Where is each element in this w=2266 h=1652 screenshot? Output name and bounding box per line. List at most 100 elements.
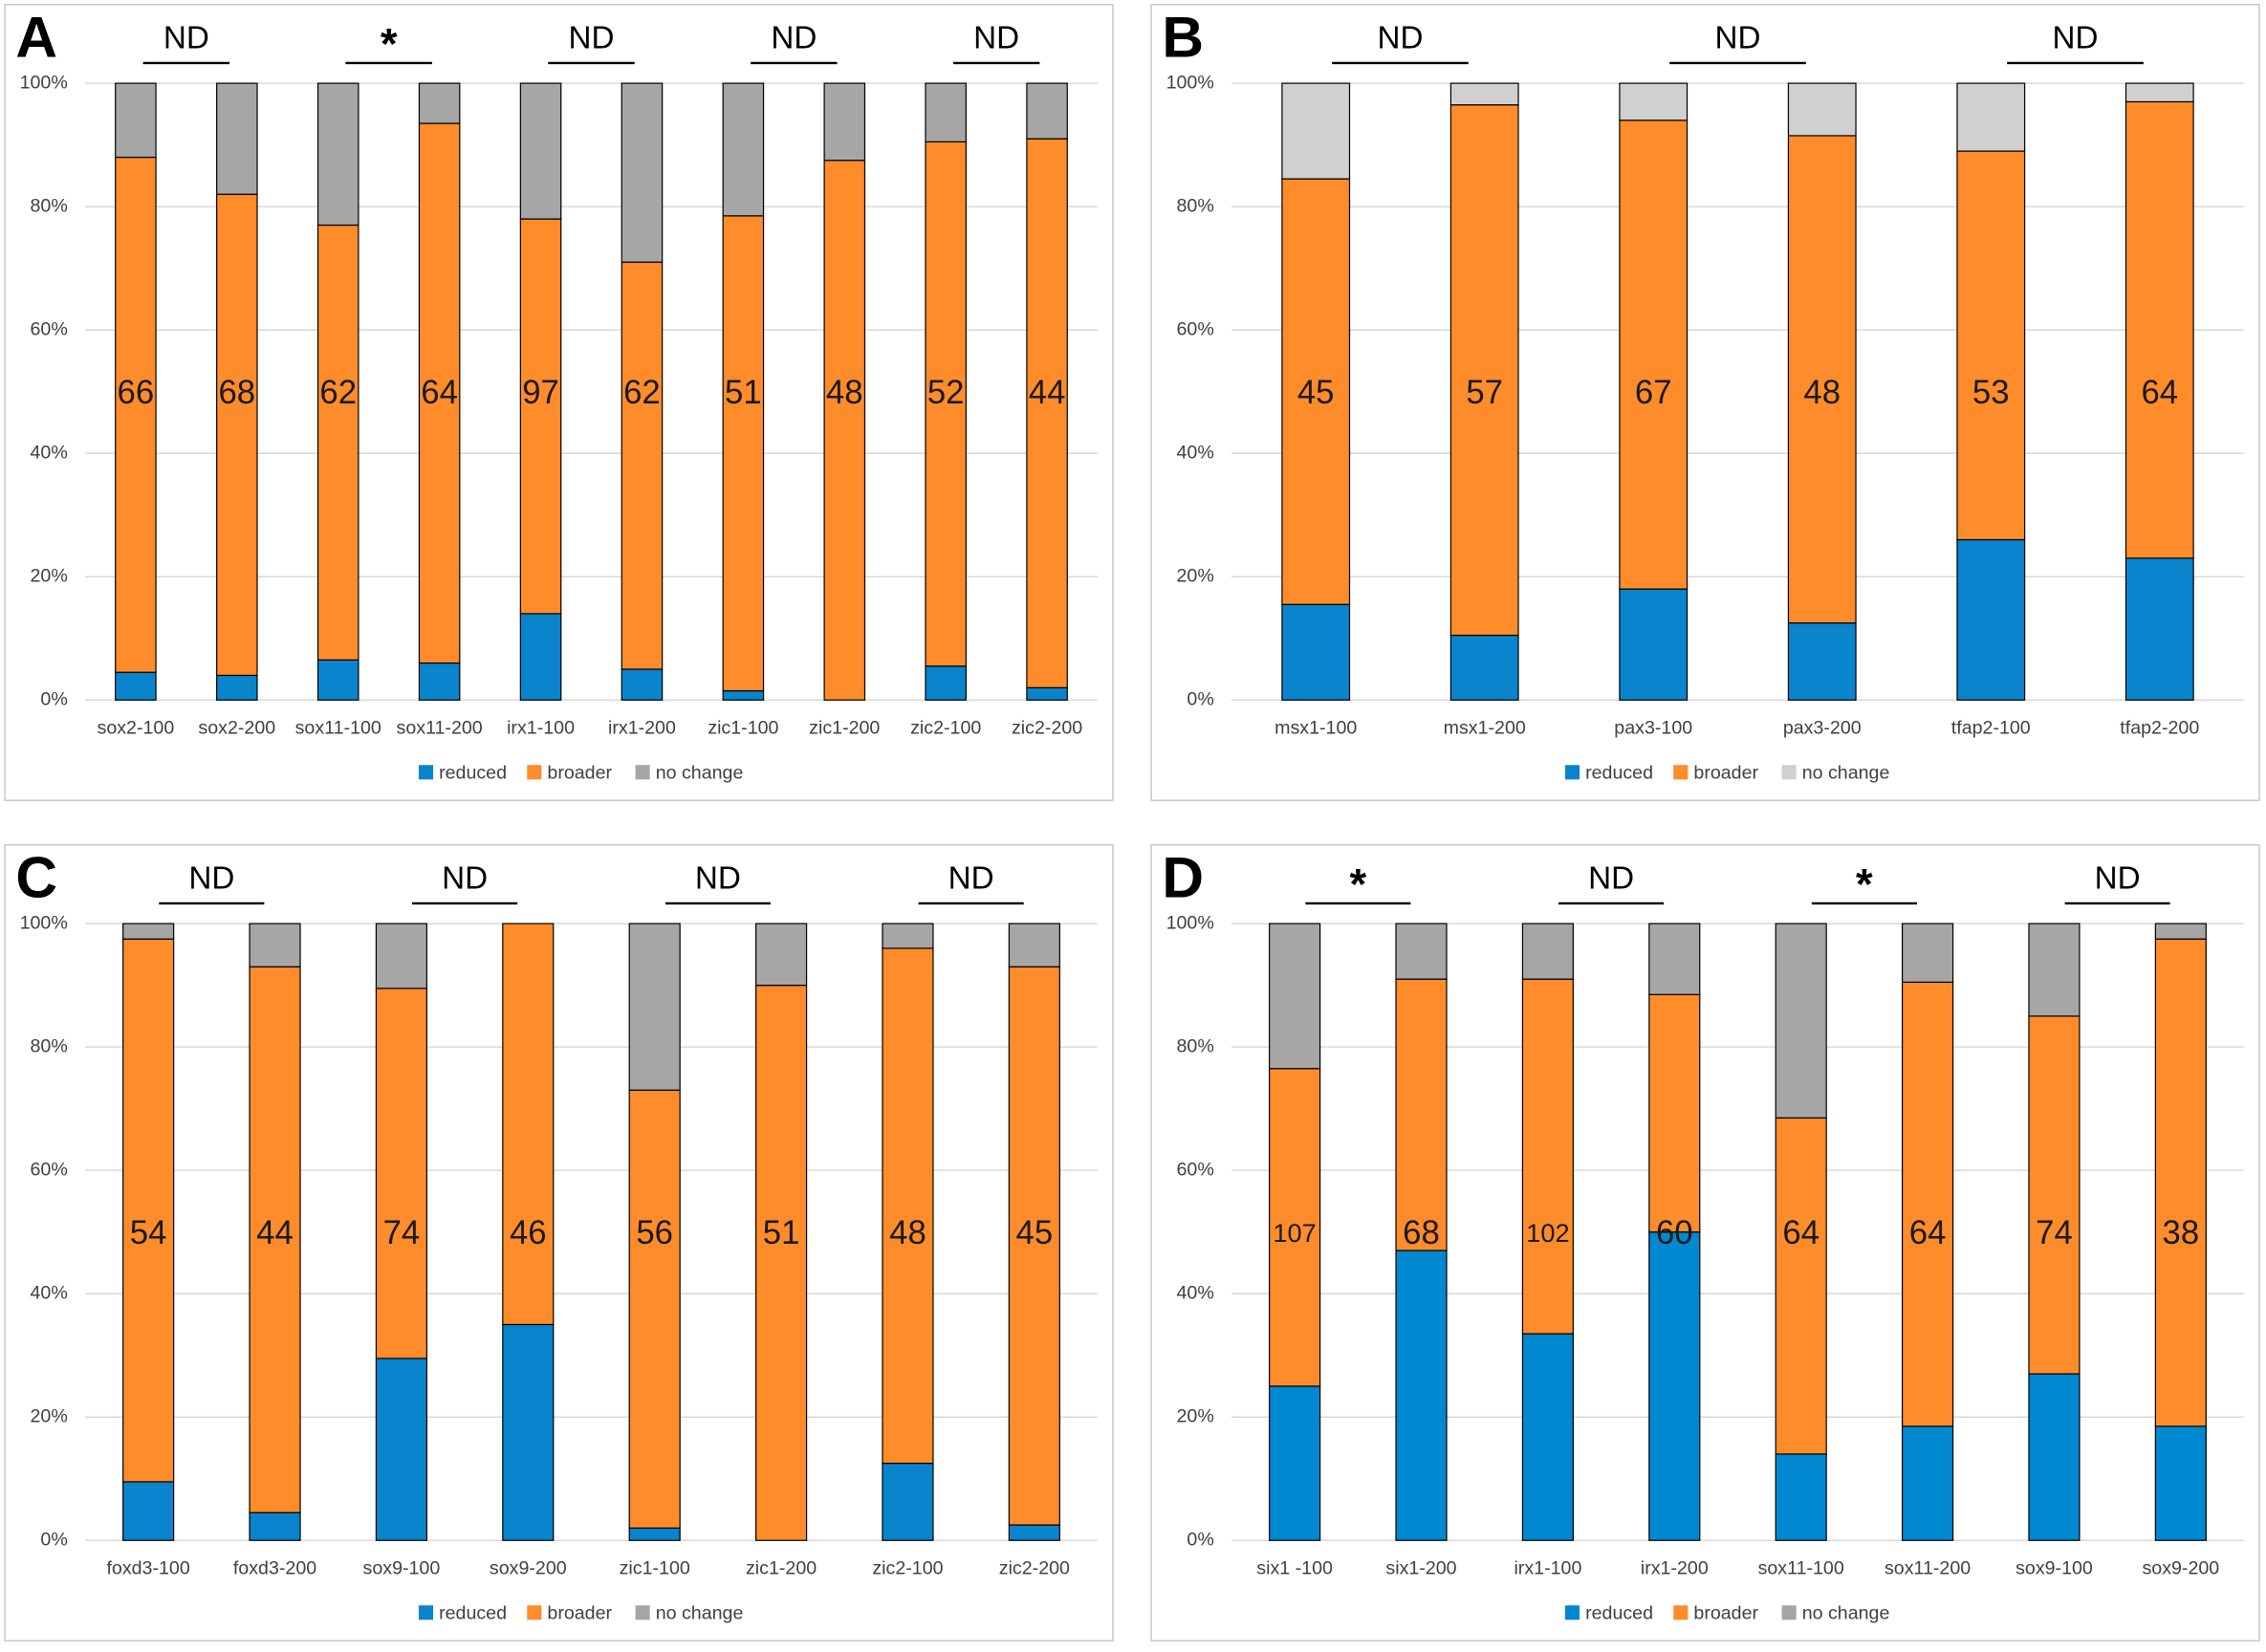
bar-segment bbox=[122, 938, 175, 1483]
bar-segment bbox=[925, 665, 967, 701]
x-tick-label: zic2-100 bbox=[910, 718, 981, 739]
bar-segment bbox=[621, 261, 664, 670]
x-tick-label: six1 -100 bbox=[1256, 1558, 1333, 1579]
bar-segment bbox=[1901, 981, 1954, 1427]
x-tick-label: msx1-200 bbox=[1444, 718, 1526, 739]
bar-segment bbox=[722, 82, 765, 217]
legend-swatch bbox=[1781, 765, 1797, 780]
y-tick-label: 80% bbox=[1177, 195, 1214, 216]
y-tick-label: 80% bbox=[1177, 1035, 1214, 1056]
legend-label: no change bbox=[1802, 1602, 1890, 1623]
legend-label: no change bbox=[656, 762, 744, 783]
bar-segment bbox=[216, 82, 258, 195]
bar-segment bbox=[375, 1358, 427, 1541]
y-tick-label: 100% bbox=[1166, 72, 1214, 93]
x-tick-label: six1-200 bbox=[1385, 1558, 1456, 1579]
y-tick-label: 100% bbox=[1166, 912, 1214, 933]
y-tick-label: 40% bbox=[1177, 442, 1214, 463]
bar-segment bbox=[216, 193, 258, 677]
bar-segment bbox=[2154, 1425, 2207, 1541]
y-tick-label: 40% bbox=[31, 442, 68, 463]
panel-border bbox=[1150, 844, 2260, 1641]
count-label: 64 bbox=[421, 375, 458, 411]
x-tick-label: sox9-100 bbox=[363, 1558, 441, 1579]
significance-label: ND bbox=[695, 861, 741, 897]
bar-segment bbox=[249, 1511, 301, 1541]
x-tick-label: sox11-100 bbox=[1758, 1558, 1844, 1579]
x-tick-label: foxd3-200 bbox=[233, 1558, 316, 1579]
count-label: 107 bbox=[1273, 1218, 1316, 1248]
bar-segment bbox=[122, 923, 175, 940]
bar-segment bbox=[621, 668, 664, 701]
bar-segment bbox=[722, 689, 765, 701]
count-label: 62 bbox=[623, 375, 661, 411]
panel-b: B 0% 20% 40% 60% 80% 100% msx1-100 45 msx1-200 57 p… bbox=[1150, 4, 2260, 801]
y-tick-label: 20% bbox=[1177, 1405, 1214, 1426]
count-label: 38 bbox=[2163, 1215, 2200, 1251]
count-label: 67 bbox=[1635, 375, 1672, 411]
significance-label: ND bbox=[569, 21, 615, 56]
bar-segment bbox=[115, 156, 157, 673]
count-label: 97 bbox=[522, 375, 559, 411]
bar-segment bbox=[925, 82, 967, 142]
bar-segment bbox=[2028, 923, 2081, 1017]
bar-segment bbox=[621, 82, 664, 263]
legend-swatch bbox=[418, 765, 434, 780]
bar-segment bbox=[316, 224, 360, 661]
legend-label: broader bbox=[547, 762, 612, 783]
x-tick-label: zic2-100 bbox=[872, 1558, 943, 1579]
y-tick-label: 60% bbox=[1177, 1159, 1214, 1180]
bar-segment bbox=[2124, 100, 2194, 559]
significance-label: ND bbox=[163, 21, 209, 56]
significance-label: ND bbox=[771, 21, 817, 56]
count-label: 64 bbox=[2141, 375, 2178, 411]
bar-segment bbox=[1956, 150, 2026, 541]
significance-label: ND bbox=[188, 861, 234, 897]
x-tick-label: zic1-100 bbox=[620, 1558, 690, 1579]
legend-label: broader bbox=[1693, 1602, 1758, 1623]
count-label: 44 bbox=[256, 1215, 294, 1251]
bar-segment bbox=[1008, 1524, 1060, 1541]
bar-segment bbox=[1956, 538, 2026, 701]
legend-label: broader bbox=[547, 1602, 612, 1623]
bar-segment bbox=[2154, 923, 2207, 940]
bar-segment bbox=[722, 215, 765, 692]
bar-segment bbox=[2124, 82, 2194, 103]
panel-d: D 0% 20% 40% 60% 80% 100% six1 -100 107 six1-200 6… bbox=[1150, 844, 2260, 1641]
legend-swatch bbox=[635, 1605, 650, 1620]
y-tick-label: 40% bbox=[31, 1282, 68, 1303]
x-tick-label: sox9-200 bbox=[2142, 1558, 2219, 1579]
bar-segment bbox=[882, 923, 934, 949]
significance-label: ND bbox=[2095, 861, 2141, 897]
significance-label: * bbox=[1350, 859, 1367, 908]
bar-segment bbox=[1619, 588, 1689, 701]
count-label: 51 bbox=[763, 1215, 800, 1251]
x-tick-label: sox11-200 bbox=[1885, 1558, 1971, 1579]
bar-segment bbox=[519, 218, 562, 615]
bar-segment bbox=[375, 988, 427, 1359]
legend-swatch bbox=[418, 1605, 434, 1620]
bar-segment bbox=[1026, 82, 1068, 140]
legend-label: reduced bbox=[439, 1602, 507, 1623]
significance-label: ND bbox=[1715, 21, 1761, 56]
legend-swatch bbox=[1781, 1605, 1797, 1620]
y-tick-label: 60% bbox=[31, 318, 68, 339]
bar-segment bbox=[1521, 1333, 1574, 1541]
x-tick-label: msx1-100 bbox=[1275, 718, 1357, 739]
count-label: 66 bbox=[118, 375, 155, 411]
bar-segment bbox=[249, 923, 301, 967]
bar-segment bbox=[122, 1481, 175, 1541]
x-tick-label: tfap2-100 bbox=[1951, 718, 2031, 739]
y-tick-label: 100% bbox=[20, 912, 68, 933]
bar-segment bbox=[502, 923, 555, 1326]
x-tick-label: sox9-100 bbox=[2015, 1558, 2093, 1579]
legend-label: reduced bbox=[1585, 762, 1653, 783]
legend-swatch bbox=[527, 765, 542, 780]
x-tick-label: zic1-200 bbox=[746, 1558, 817, 1579]
bar-segment bbox=[1648, 993, 1701, 1233]
panel-c: C 0% 20% 40% 60% 80% 100% foxd3-100 54 foxd3-200 4… bbox=[4, 844, 1114, 1641]
bar-segment bbox=[754, 923, 808, 987]
legend-label: reduced bbox=[439, 762, 507, 783]
count-label: 44 bbox=[1029, 375, 1066, 411]
x-tick-label: sox11-100 bbox=[295, 718, 381, 739]
